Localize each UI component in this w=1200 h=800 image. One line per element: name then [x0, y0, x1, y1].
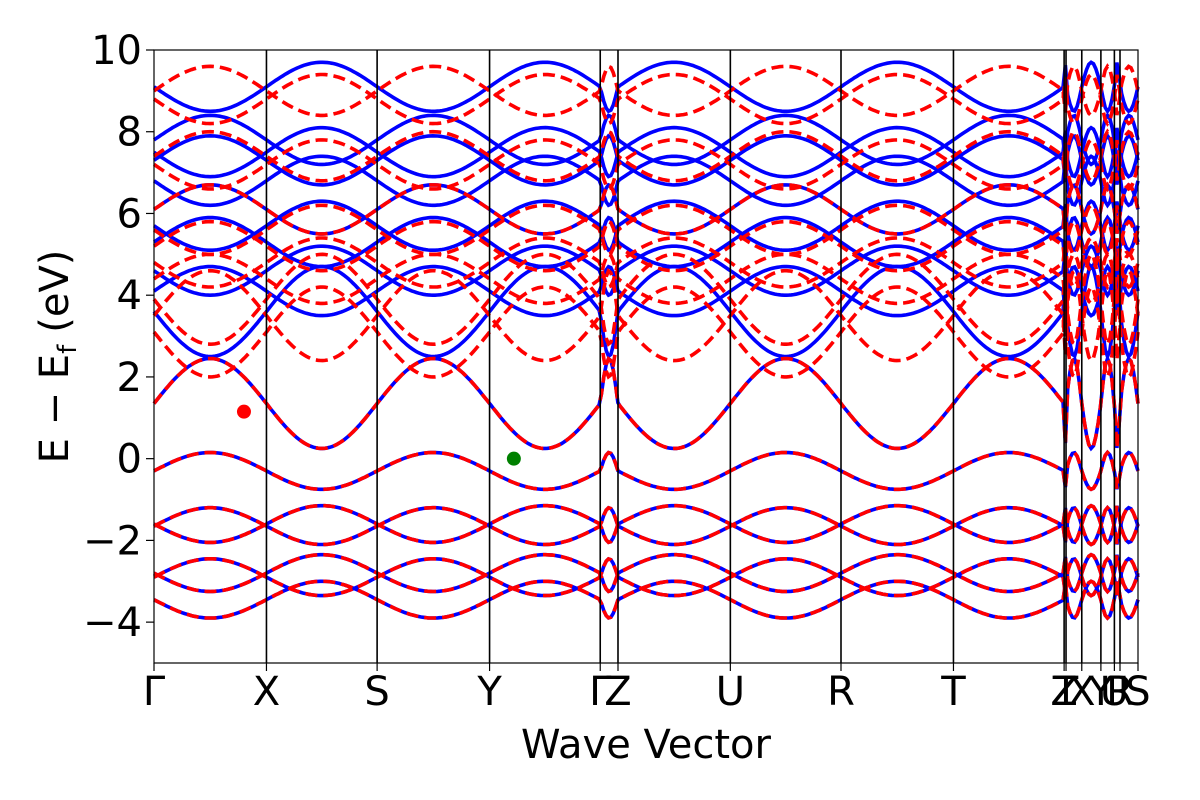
y-axis-label-main: E − E	[32, 354, 78, 464]
y-ticks: 10 8 6 4 2 0 −2 −4	[83, 28, 154, 646]
kpoint-lines	[265, 50, 1121, 663]
y-axis-label: E − Ef (eV)	[32, 250, 83, 464]
band-line	[152, 72, 1140, 127]
band-line	[152, 125, 1140, 180]
x-tick-label: S	[364, 669, 389, 715]
band-line	[152, 60, 1140, 115]
x-tick-label: Z	[604, 669, 631, 715]
x-tick-label: R	[827, 669, 855, 715]
x-axis-label: Wave Vector	[521, 722, 772, 768]
x-tick-label: U	[1100, 669, 1129, 715]
band-line	[152, 251, 1140, 306]
x-tick-label: S	[1125, 669, 1150, 715]
x-tick-label: Y	[476, 669, 502, 715]
band-line	[152, 251, 1140, 350]
x-tick-label: Z	[1050, 669, 1077, 715]
band-line	[152, 235, 1140, 291]
band-line	[153, 579, 1140, 621]
x-tick-label: R	[1106, 669, 1134, 715]
band-line	[153, 504, 1140, 547]
y-tick-label: 0	[117, 437, 142, 483]
band-line	[152, 132, 1140, 188]
y-tick-label: 10	[91, 28, 142, 74]
bands-layer	[152, 60, 1140, 621]
y-tick-label: −4	[83, 600, 142, 646]
band-line	[152, 137, 1140, 193]
extrema-markers	[236, 404, 521, 466]
band-line	[152, 181, 1140, 237]
band-line	[152, 243, 1140, 299]
band-line	[152, 218, 1140, 273]
y-tick-label: 8	[117, 110, 142, 156]
band-line	[153, 556, 1140, 598]
band-line	[152, 112, 1140, 167]
band-line	[152, 63, 1140, 118]
y-tick-label: −2	[83, 518, 142, 564]
plot-frame	[153, 49, 1139, 664]
y-tick-label: 6	[117, 191, 142, 237]
band-line	[152, 283, 1140, 383]
band-line	[152, 265, 1140, 364]
y-tick-label: 2	[117, 355, 142, 401]
x-tick-label: T	[940, 669, 966, 715]
cbm-marker	[236, 404, 251, 419]
x-tick-label: Γ	[143, 669, 166, 715]
band-line	[152, 128, 1140, 184]
x-tick-label: X	[1068, 669, 1095, 715]
band-line	[152, 198, 1140, 254]
x-tick-label: Γ	[589, 669, 612, 715]
x-tick-label: T	[1053, 669, 1079, 715]
band-line	[153, 449, 1140, 492]
band-line	[152, 353, 1140, 452]
y-tick-label: 4	[117, 273, 142, 319]
x-tick-label: U	[716, 669, 745, 715]
band-line	[152, 203, 1140, 258]
y-axis-label-sub: f	[53, 344, 83, 354]
x-tick-label: Y	[1088, 669, 1114, 715]
vbm-marker	[506, 451, 521, 466]
band-line	[152, 214, 1140, 269]
band-line	[153, 503, 1140, 546]
y-axis-label-unit: (eV)	[32, 250, 78, 333]
x-tick-label: X	[253, 669, 280, 715]
band-line	[153, 552, 1140, 595]
